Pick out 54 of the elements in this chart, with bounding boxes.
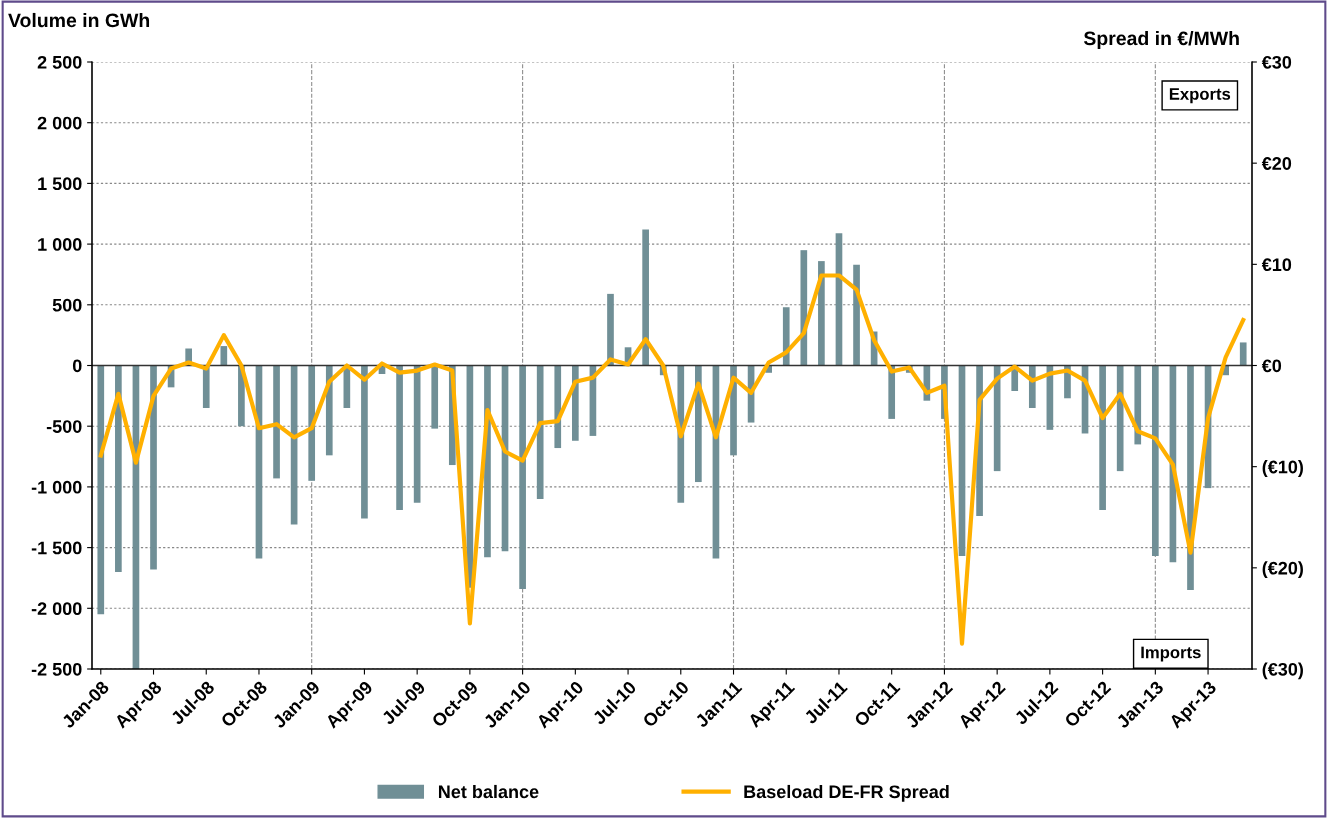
bar	[782, 307, 790, 366]
legend-label: Net balance	[438, 784, 539, 799]
bar	[396, 365, 403, 510]
y-tick-label: -1 000	[31, 480, 82, 494]
bar	[220, 346, 228, 366]
y2-tick-label: (€20)	[1262, 561, 1303, 579]
bar	[1239, 342, 1247, 366]
bar	[1134, 365, 1142, 445]
y-tick-label: -500	[46, 420, 82, 433]
bar	[202, 365, 210, 408]
bar	[571, 365, 579, 441]
y-tick-label: -2 500	[31, 662, 82, 676]
bar	[853, 264, 860, 366]
bar	[431, 365, 439, 429]
line-series	[98, 273, 1246, 646]
y-tick-label: 2 000	[37, 116, 82, 130]
annotation: Imports	[1141, 646, 1201, 662]
y-tick-label: 1 000	[38, 238, 82, 251]
y-tick-label: 500	[52, 298, 82, 312]
bar	[554, 365, 562, 449]
y-tick-label: -1 500	[31, 541, 82, 555]
y2-tick-label: (€10)	[1262, 460, 1303, 477]
bar	[642, 229, 649, 366]
y2-tick-label: €0	[1261, 359, 1282, 373]
y-tick-label: 2 500	[37, 55, 82, 69]
bar	[800, 250, 808, 366]
bar	[958, 365, 966, 557]
y-axis-title: Volume in GWh	[8, 12, 150, 28]
bar	[308, 365, 316, 481]
y2-axis-title: Spread in €/MWh	[1083, 30, 1239, 50]
bar	[115, 365, 122, 572]
bar	[273, 365, 280, 479]
bar	[1099, 365, 1106, 510]
legend-label: Baseload DE-FR Spread	[744, 784, 949, 802]
y-tick-label: -2 000	[31, 602, 82, 616]
y2-tick-label: €20	[1261, 157, 1292, 170]
y2-tick-label: (€30)	[1262, 662, 1303, 680]
bar	[1116, 365, 1124, 472]
bar	[695, 365, 702, 483]
y2-tick-label: €30	[1261, 55, 1292, 69]
bar	[325, 365, 333, 456]
bar	[519, 365, 526, 589]
bar	[607, 293, 614, 366]
bar	[150, 365, 157, 570]
bar	[1151, 365, 1159, 557]
annotation: Exports	[1169, 88, 1231, 104]
bar	[361, 365, 368, 519]
bar	[888, 365, 896, 419]
y-tick-label: 0	[72, 359, 82, 373]
y2-tick-label: €10	[1261, 258, 1292, 272]
bar	[536, 365, 544, 500]
y-tick-label: 1 500	[38, 177, 82, 191]
bar	[97, 365, 105, 615]
bar	[818, 261, 825, 366]
